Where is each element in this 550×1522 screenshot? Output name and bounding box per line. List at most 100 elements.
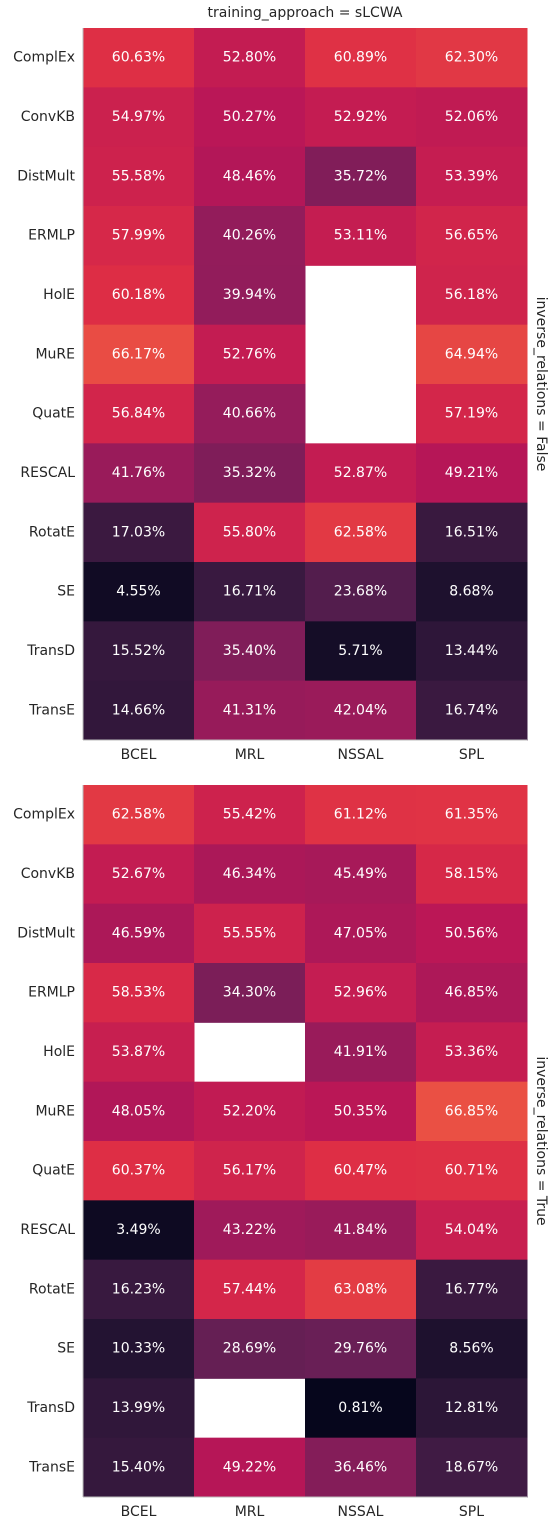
heatmap-cell xyxy=(416,785,528,845)
cell-label: 8.56% xyxy=(449,1341,493,1357)
y-tick-label: RESCAL xyxy=(20,465,75,481)
heatmap-cell xyxy=(194,324,306,385)
cell-label: 13.44% xyxy=(445,643,498,659)
heatmap-cell xyxy=(416,1022,528,1083)
cell-label: 14.66% xyxy=(112,702,165,718)
heatmap-cell xyxy=(83,1200,195,1261)
cell-label: 50.35% xyxy=(334,1103,387,1119)
cell-label: 35.72% xyxy=(334,168,387,184)
heatmap-cell xyxy=(416,324,528,385)
heatmap-cell xyxy=(416,502,528,563)
heatmap-cell xyxy=(194,1200,306,1261)
heatmap-cell xyxy=(83,1259,195,1320)
heatmap-cell xyxy=(83,562,195,622)
cell-label: 52.20% xyxy=(223,1103,276,1119)
heatmap-cell xyxy=(194,1259,306,1320)
cell-label: 55.58% xyxy=(112,168,165,184)
heatmap-cell xyxy=(305,1437,417,1498)
cell-label: 13.99% xyxy=(112,1400,165,1416)
heatmap-cell xyxy=(305,1378,417,1439)
cell-label: 40.26% xyxy=(223,228,276,244)
cell-label: 56.18% xyxy=(445,287,498,303)
heatmap-cell xyxy=(83,324,195,385)
x-tick-label: NSSAL xyxy=(338,747,384,763)
heatmap-cell xyxy=(194,384,306,444)
cell-label: 39.94% xyxy=(223,287,276,303)
cell-label: 53.36% xyxy=(445,1044,498,1060)
cell-label: 41.76% xyxy=(112,465,165,481)
heatmap-cell xyxy=(305,1259,417,1320)
cell-label: 41.91% xyxy=(334,1044,387,1060)
cell-label: 3.49% xyxy=(116,1222,160,1238)
y-tick-label: RotatE xyxy=(29,524,75,540)
y-tick-label: HolE xyxy=(43,1044,75,1060)
heatmap-cell xyxy=(194,562,306,622)
heatmap-cell xyxy=(305,562,417,622)
heatmap-cell xyxy=(83,680,195,741)
cell-label: 4.55% xyxy=(116,584,160,600)
heatmap-cell xyxy=(416,562,528,622)
cell-label: 63.08% xyxy=(334,1281,387,1297)
heatmap-cell xyxy=(83,443,195,504)
heatmap-cell xyxy=(194,963,306,1023)
heatmap-cell xyxy=(194,621,306,682)
cell-label: 64.94% xyxy=(445,346,498,362)
facet-label: inverse_relations = False xyxy=(533,297,549,472)
heatmap-cell xyxy=(83,1081,195,1142)
heatmap-cell xyxy=(83,206,195,266)
x-tick-label: SPL xyxy=(459,1504,484,1520)
x-tick-label: MRL xyxy=(235,747,265,763)
x-tick-label: BCEL xyxy=(121,747,157,763)
cell-label: 52.87% xyxy=(334,465,387,481)
cell-label: 66.17% xyxy=(112,346,165,362)
heatmap-cell xyxy=(194,1081,306,1142)
cell-label: 52.76% xyxy=(223,346,276,362)
heatmap-cell xyxy=(194,206,306,266)
heatmap-cell xyxy=(416,265,528,326)
heatmap-cell xyxy=(416,1081,528,1142)
heatmap-cell xyxy=(194,146,306,207)
cell-label: 46.85% xyxy=(445,985,498,1001)
cell-label: 61.12% xyxy=(334,807,387,823)
cell-label: 52.92% xyxy=(334,109,387,125)
heatmap-cell xyxy=(305,87,417,148)
cell-label: 66.85% xyxy=(445,1103,498,1119)
y-tick-label: ERMLP xyxy=(28,228,75,244)
facet-label: inverse_relations = True xyxy=(533,1056,549,1225)
heatmap-cell xyxy=(83,785,195,845)
y-tick-label: TransE xyxy=(28,702,75,718)
heatmap-cell xyxy=(416,206,528,266)
heatmap-cell xyxy=(83,265,195,326)
cell-label: 16.51% xyxy=(445,524,498,540)
cell-label: 52.80% xyxy=(223,50,276,66)
heatmap-cell xyxy=(83,903,195,964)
cell-label: 5.71% xyxy=(338,643,382,659)
heatmap-cell xyxy=(83,963,195,1023)
cell-label: 0.81% xyxy=(338,1400,382,1416)
heatmap-cell xyxy=(305,206,417,266)
heatmap-cell xyxy=(305,844,417,905)
cell-label: 56.17% xyxy=(223,1163,276,1179)
heatmap-cell xyxy=(194,903,306,964)
heatmap-cell xyxy=(194,680,306,741)
cell-label: 58.53% xyxy=(112,985,165,1001)
x-tick-label: BCEL xyxy=(121,1504,157,1520)
heatmap-cell xyxy=(416,963,528,1023)
heatmap-cell xyxy=(416,1437,528,1498)
heatmap-cell xyxy=(83,1319,195,1379)
heatmap-cell xyxy=(305,146,417,207)
cell-label: 15.40% xyxy=(112,1459,165,1475)
cell-label: 23.68% xyxy=(334,584,387,600)
heatmap-cell xyxy=(416,443,528,504)
heatmap-cell xyxy=(83,384,195,444)
cell-label: 53.87% xyxy=(112,1044,165,1060)
y-tick-label: TransD xyxy=(26,1400,75,1416)
cell-label: 60.47% xyxy=(334,1163,387,1179)
heatmap-cell xyxy=(83,1141,195,1201)
cell-label: 12.81% xyxy=(445,1400,498,1416)
y-tick-label: ConvKB xyxy=(21,866,75,882)
heatmap-cell xyxy=(83,146,195,207)
heatmap-cell xyxy=(83,1022,195,1083)
